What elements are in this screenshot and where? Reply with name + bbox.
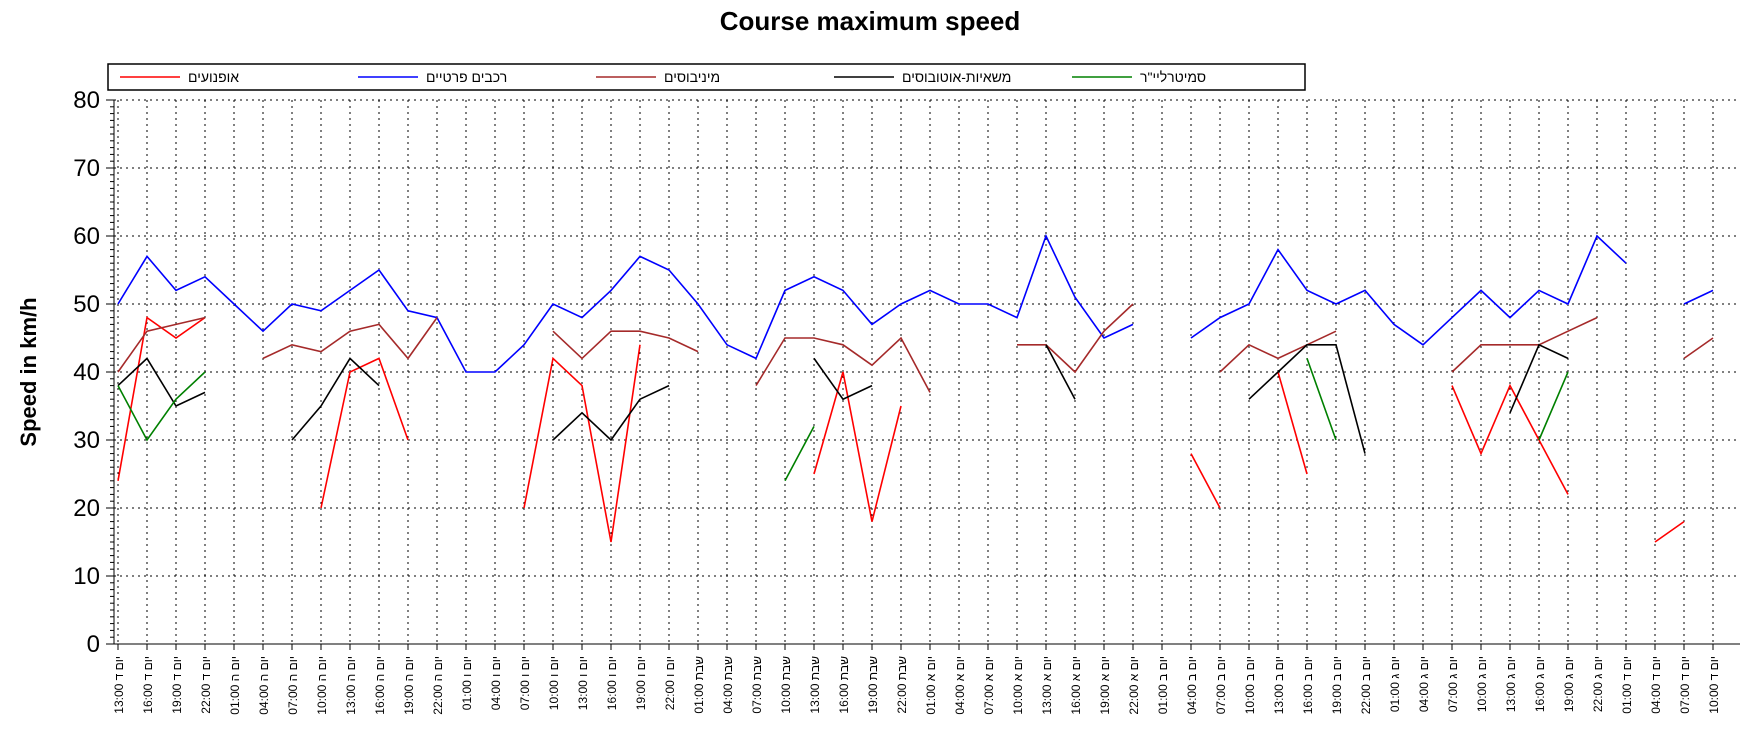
y-tick-label: 10 [73,563,100,590]
x-tick-label: יום ד 10:00 [1707,656,1721,714]
x-tick-label: יום ו 07:00 [518,656,532,710]
x-tick-label: יום ג 07:00 [1446,656,1460,712]
x-tick-label: שבת 13:00 [808,656,822,714]
y-tick-label: 30 [73,427,100,454]
x-tick-label: יום ו 16:00 [605,656,619,710]
x-tick-label: יום ה 13:00 [344,656,358,715]
x-tick-label: יום ד 07:00 [1678,656,1692,714]
x-tick-label: יום א 01:00 [924,656,938,715]
legend-box [107,63,1306,91]
y-tick-label: 80 [73,87,100,114]
legend-label: רכבים פרטיים [426,69,507,85]
x-tick-label: שבת 07:00 [750,656,764,714]
series-line [117,358,1569,482]
x-tick-label: יום ה 19:00 [402,656,416,715]
y-axis-label: Speed in km/h [16,297,41,446]
y-tick-label: 70 [73,155,100,182]
x-tick-label: יום ד 13:00 [112,656,126,714]
x-tick-label: שבת 10:00 [779,656,793,714]
legend-label: מיניבוסים [664,69,720,85]
x-tick-label: יום ד 01:00 [1620,656,1634,714]
x-tick-label: יום ג 16:00 [1533,656,1547,712]
legend-label: אופנועים [188,69,239,85]
x-tick-label: שבת 04:00 [721,656,735,714]
x-tick-label: יום ו 13:00 [576,656,590,710]
x-tick-label: יום ו 01:00 [460,656,474,710]
legend-label: משאיות-אוטובוסים [902,69,1011,85]
x-tick-label: יום ב 13:00 [1272,656,1286,714]
x-tick-label: יום ג 01:00 [1388,656,1402,712]
x-tick-label: יום ד 19:00 [170,656,184,714]
x-tick-label: יום ב 01:00 [1156,656,1170,714]
x-tick-label: יום ב 22:00 [1359,656,1373,714]
x-tick-label: יום ג 22:00 [1591,656,1605,712]
x-tick-label: יום ד 22:00 [199,656,213,714]
x-tick-label: יום א 13:00 [1040,656,1054,715]
x-tick-label: יום ד 04:00 [1649,656,1663,714]
x-tick-label: שבת 01:00 [692,656,706,714]
y-tick-label: 50 [73,291,100,318]
x-tick-label: יום ב 16:00 [1301,656,1315,714]
x-tick-label: יום ב 19:00 [1330,656,1344,714]
x-tick-label: יום א 10:00 [1011,656,1025,715]
x-tick-label: יום ד 16:00 [141,656,155,714]
x-tick-label: יום ה 22:00 [431,656,445,715]
x-tick-label: יום א 16:00 [1069,656,1083,715]
x-tick-label: יום א 22:00 [1127,656,1141,715]
x-tick-label: שבת 16:00 [837,656,851,714]
x-tick-label: יום ה 10:00 [315,656,329,715]
x-tick-label: יום ו 10:00 [547,656,561,710]
x-tick-label: יום ג 10:00 [1475,656,1489,712]
y-tick-label: 0 [87,631,100,658]
x-tick-label: יום ה 07:00 [286,656,300,715]
x-tick-label: יום ב 04:00 [1185,656,1199,714]
x-tick-label: יום ו 19:00 [634,656,648,710]
x-tick-label: יום א 19:00 [1098,656,1112,715]
legend-label: סמיטרליי"ר [1140,69,1206,85]
x-tick-label: יום א 04:00 [953,656,967,715]
x-tick-label: יום ג 13:00 [1504,656,1518,712]
x-tick-label: יום ה 04:00 [257,656,271,715]
x-tick-label: יום ב 10:00 [1243,656,1257,714]
x-tick-label: יום ו 04:00 [489,656,503,710]
chart-title: Course maximum speed [720,6,1021,36]
y-tick-label: 20 [73,495,100,522]
x-tick-label: יום ה 16:00 [373,656,387,715]
x-tick-label: יום ב 07:00 [1214,656,1228,714]
x-tick-label: יום א 07:00 [982,656,996,715]
x-tick-label: שבת 22:00 [895,656,909,714]
y-tick-label: 40 [73,359,100,386]
x-tick-label: יום ו 22:00 [663,656,677,710]
series-line [117,303,1714,393]
y-tick-label: 60 [73,223,100,250]
series-line [117,233,1714,373]
x-tick-label: יום ה 01:00 [228,656,242,715]
x-tick-label: יום ג 04:00 [1417,656,1431,712]
x-tick-label: שבת 19:00 [866,656,880,714]
x-tick-label: יום ג 19:00 [1562,656,1576,712]
